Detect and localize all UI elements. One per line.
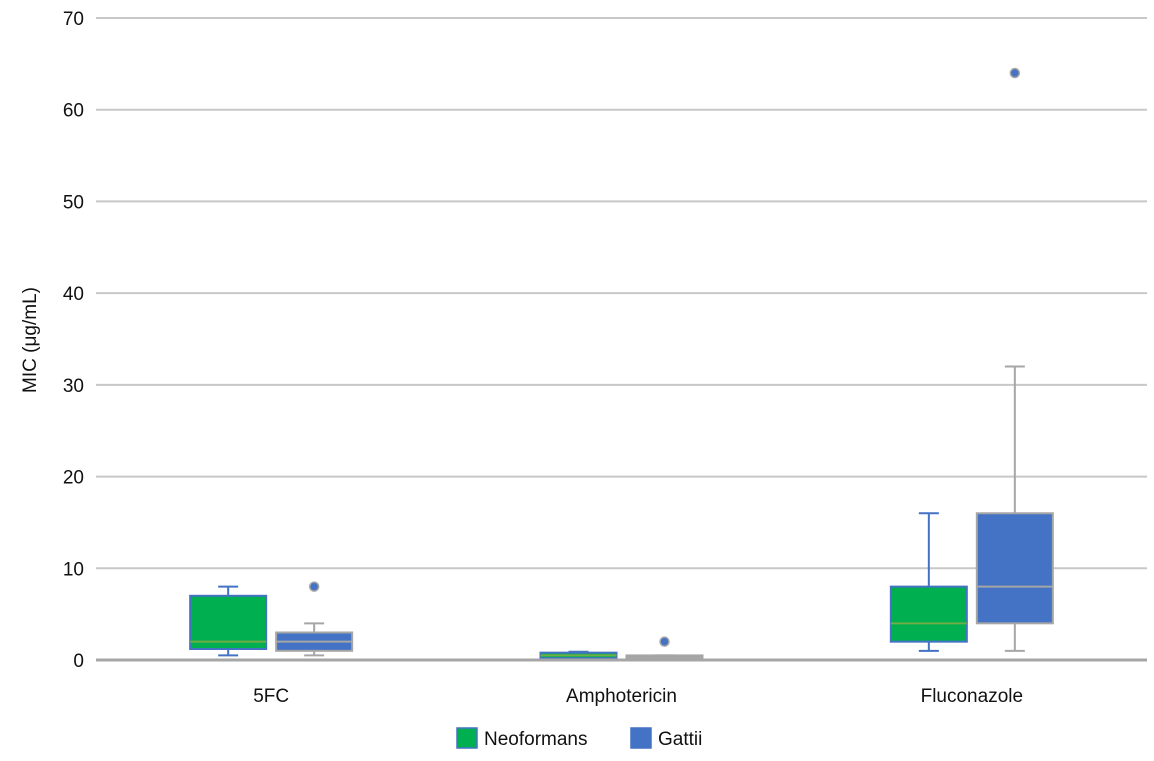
- box-gattii-fluconazole: [975, 67, 1054, 652]
- gridlines: [96, 17, 1147, 570]
- legend: Neoformans Gattii: [456, 727, 702, 750]
- y-tick-label: 60: [63, 101, 84, 122]
- legend-label: Gattii: [658, 729, 702, 750]
- box-body: [975, 512, 1054, 625]
- legend-swatch: [456, 727, 478, 749]
- legend-label: Neoformans: [484, 729, 588, 750]
- outlier-point: [308, 581, 320, 592]
- y-axis-title: MIC (μg/mL): [20, 287, 41, 393]
- y-tick-label: 20: [63, 468, 84, 489]
- box-gattii-amphotericin: [625, 636, 704, 661]
- box-plot-marks: [189, 67, 1054, 661]
- box-gattii-5fc: [275, 581, 354, 657]
- box-body: [189, 594, 268, 650]
- box-body: [889, 585, 968, 643]
- box-neoformans-amphotericin: [539, 650, 618, 661]
- legend-item-neoformans: Neoformans: [456, 727, 588, 750]
- x-category-label: Amphotericin: [566, 686, 677, 707]
- x-category-label: 5FC: [253, 686, 289, 707]
- y-tick-label: 30: [63, 376, 84, 397]
- y-tick-label: 50: [63, 192, 84, 213]
- y-tick-label: 10: [63, 559, 84, 580]
- y-tick-label: 0: [73, 651, 84, 672]
- y-tick-label: 40: [63, 284, 84, 305]
- legend-item-gattii: Gattii: [630, 727, 702, 750]
- x-axis-category-labels: 5FC Amphotericin Fluconazole: [253, 686, 1023, 707]
- legend-swatch: [630, 727, 652, 749]
- box-neoformans-fluconazole: [889, 512, 968, 652]
- outlier-point: [659, 636, 670, 647]
- x-category-label: Fluconazole: [921, 686, 1023, 707]
- outlier-point: [1009, 67, 1021, 79]
- y-axis-ticks: 0 10 20 30 40 50 60 70: [63, 9, 84, 672]
- y-tick-label: 70: [63, 9, 84, 30]
- box-neoformans-5fc: [189, 585, 268, 657]
